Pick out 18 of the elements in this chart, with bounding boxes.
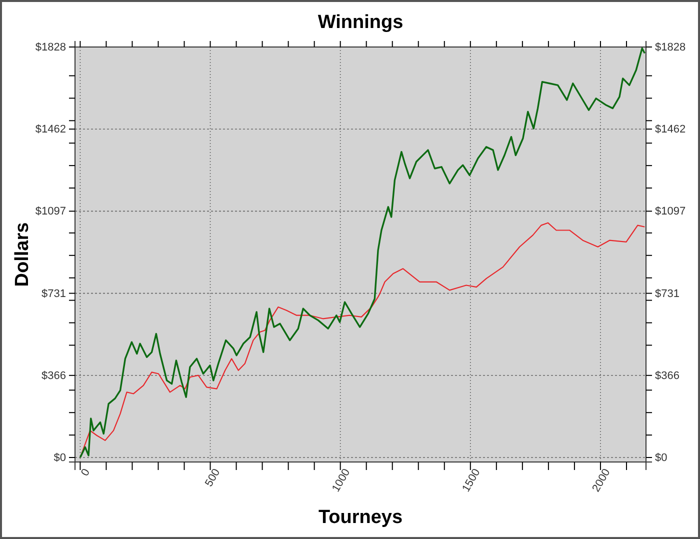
y2-tick-label: $0 <box>655 452 668 464</box>
y2-tick-label: $1828 <box>655 42 686 54</box>
y-tick-label: $731 <box>42 288 66 300</box>
y-axis-title: Dollars <box>12 222 33 287</box>
line-series <box>79 47 646 458</box>
y-tick-label: $366 <box>42 370 66 382</box>
y-tick-label: $1462 <box>35 124 66 136</box>
chart-title: Winnings <box>318 12 404 33</box>
y-tick-label: $1097 <box>35 206 66 218</box>
x-tick-label: 0 <box>79 466 93 478</box>
y2-tick-label: $731 <box>655 288 680 300</box>
y-tick-label: $0 <box>54 452 66 464</box>
x-axis-title: Tourneys <box>318 507 403 528</box>
y2-tick-label: $366 <box>655 370 680 382</box>
y-tick-label: $1828 <box>35 42 66 54</box>
y2-tick-label: $1097 <box>655 206 686 218</box>
x-tick-label: 500 <box>203 466 223 489</box>
y2-tick-label: $1462 <box>655 124 686 136</box>
